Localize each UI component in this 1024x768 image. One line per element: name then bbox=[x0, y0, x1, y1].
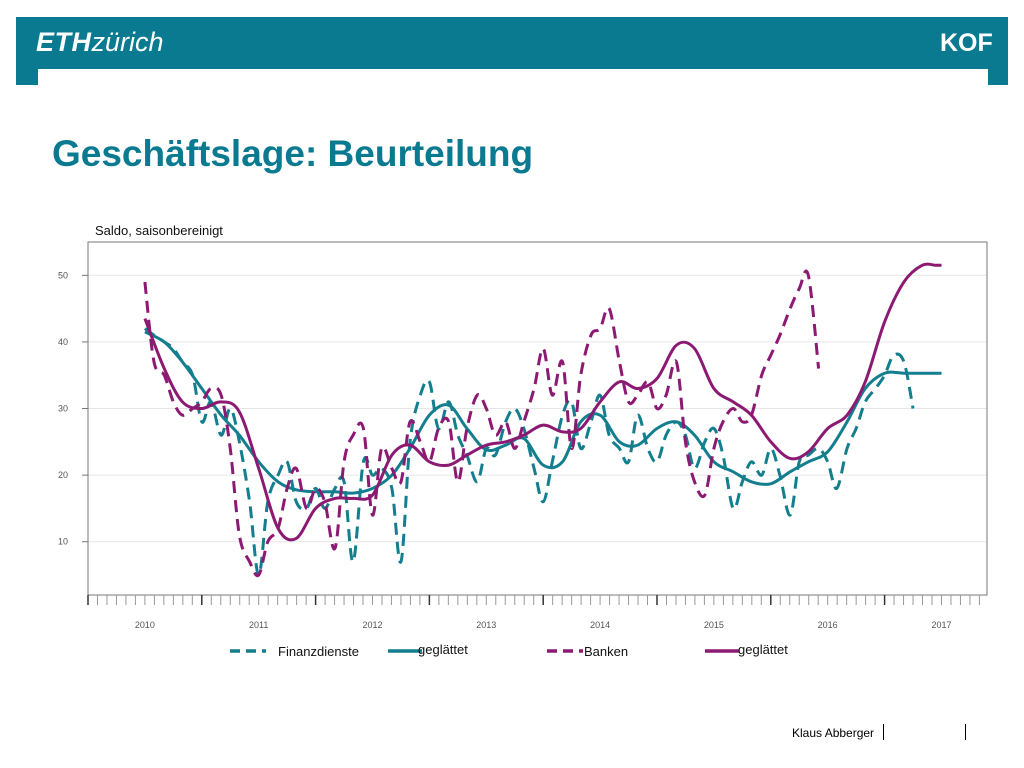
footer-divider bbox=[965, 724, 966, 740]
y-ticks: 10 20 30 40 50 bbox=[58, 270, 88, 547]
y-tick-label: 50 bbox=[58, 270, 68, 280]
kof-logo: KOF bbox=[940, 29, 993, 57]
y-axis-label: Saldo, saisonbereinigt bbox=[95, 223, 223, 238]
header-bar bbox=[16, 17, 1008, 69]
y-tick-label: 40 bbox=[58, 337, 68, 347]
y-tick-label: 10 bbox=[58, 537, 68, 547]
slide-title: Geschäftslage: Beurteilung bbox=[52, 133, 534, 174]
x-tick-label: 2016 bbox=[818, 620, 838, 630]
legend-label: Finanzdienste bbox=[278, 644, 359, 659]
header-right-tab bbox=[988, 69, 1008, 85]
eth-logo-italic: zürich bbox=[91, 27, 164, 57]
y-tick-label: 30 bbox=[58, 404, 68, 414]
x-tick-label: 2012 bbox=[362, 620, 382, 630]
header-left-tab bbox=[16, 69, 38, 85]
series-lines bbox=[143, 262, 942, 578]
series-line-raw-0 bbox=[144, 327, 915, 577]
eth-logo-bold: ETH bbox=[36, 27, 92, 57]
legend-label: geglättet bbox=[418, 642, 468, 657]
x-tick-label: 2017 bbox=[931, 620, 951, 630]
y-tick-label: 20 bbox=[58, 470, 68, 480]
legend-label: Banken bbox=[584, 644, 628, 659]
eth-logo: ETHzürich bbox=[36, 27, 164, 57]
x-tick-label: 2013 bbox=[476, 620, 496, 630]
series-line-smoothed-3 bbox=[143, 262, 942, 542]
plot-frame bbox=[87, 241, 988, 596]
legend: Finanzdienste geglättet Banken geglättet bbox=[230, 642, 788, 659]
footer-divider bbox=[883, 724, 884, 740]
series-line-smoothed-1 bbox=[144, 330, 942, 495]
x-tick-label: 2011 bbox=[249, 620, 268, 630]
x-tick-label: 2014 bbox=[590, 620, 610, 630]
legend-label: geglättet bbox=[738, 642, 788, 657]
footer-author: Klaus Abberger bbox=[792, 726, 875, 740]
x-tick-label: 2015 bbox=[704, 620, 724, 630]
x-ticks: 2010 2011 2012 2013 2014 2015 2016 2017 bbox=[87, 595, 980, 630]
series-line-raw-2 bbox=[143, 269, 821, 578]
x-tick-label: 2010 bbox=[135, 620, 155, 630]
